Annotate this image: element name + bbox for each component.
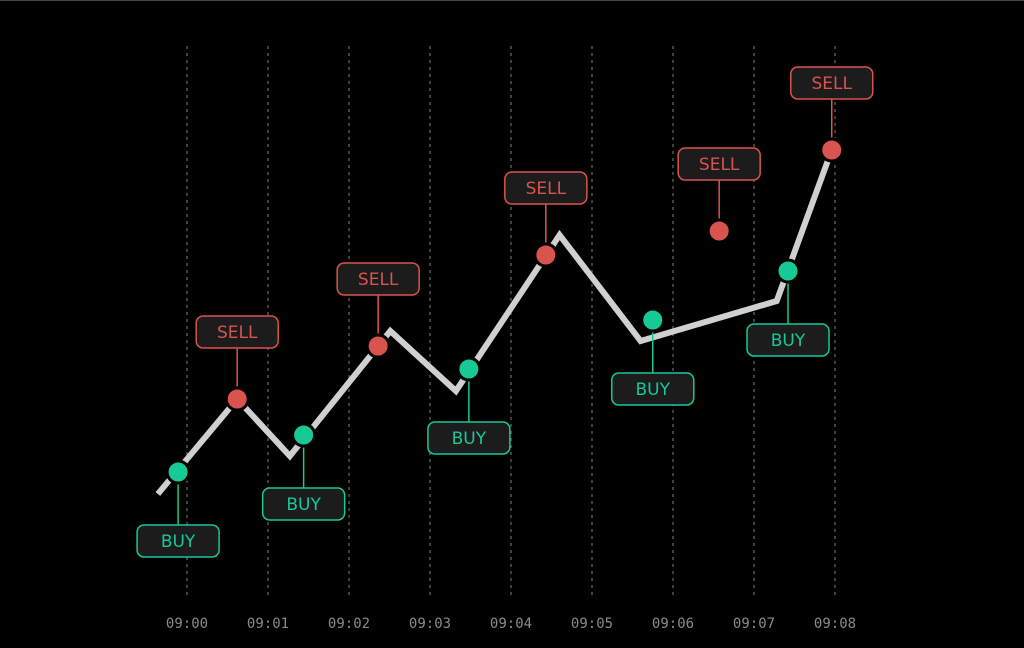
signal-label-box xyxy=(746,323,830,357)
sell-signal: SELL xyxy=(336,262,420,359)
sell-marker xyxy=(365,333,391,359)
sell-signal: SELL xyxy=(677,147,761,244)
sell-marker xyxy=(224,386,250,412)
sell-signal: SELL xyxy=(790,66,874,163)
sell-marker xyxy=(533,242,559,268)
signal-markers: BUY SELL BUY SELL BUY SELL BUY SELL BUY SELL xyxy=(136,66,874,558)
sell-marker xyxy=(819,137,845,163)
signal-label-box xyxy=(790,66,874,100)
x-tick-label: 09:04 xyxy=(490,616,532,632)
buy-signal: BUY xyxy=(427,356,511,455)
signal-label-box xyxy=(136,524,220,558)
signal-label: SELL xyxy=(526,179,567,199)
buy-marker xyxy=(165,459,191,485)
buy-marker xyxy=(456,356,482,382)
signal-label: SELL xyxy=(217,323,258,343)
signal-label-box xyxy=(677,147,761,181)
signal-label: SELL xyxy=(699,155,740,175)
signal-label: BUY xyxy=(771,331,806,351)
sell-marker xyxy=(706,218,732,244)
x-tick-label: 09:01 xyxy=(247,616,289,632)
x-tick-label: 09:00 xyxy=(166,616,208,632)
signal-label: BUY xyxy=(452,429,487,449)
sell-signal: SELL xyxy=(504,171,588,268)
signal-label-box xyxy=(261,487,346,521)
signal-label: SELL xyxy=(358,270,399,290)
signal-label-box xyxy=(427,421,511,455)
signal-label: BUY xyxy=(161,532,196,552)
signal-label: BUY xyxy=(286,495,321,515)
buy-marker xyxy=(640,307,666,333)
x-tick-label: 09:03 xyxy=(409,616,451,632)
buy-signal: BUY xyxy=(746,258,830,357)
signal-label-box xyxy=(611,372,695,406)
x-tick-label: 09:05 xyxy=(571,616,613,632)
signal-label-box xyxy=(336,262,420,296)
sell-signal: SELL xyxy=(195,315,279,412)
x-tick-label: 09:06 xyxy=(652,616,694,632)
signal-label: SELL xyxy=(812,74,853,94)
buy-marker xyxy=(291,422,317,448)
buy-signal: BUY xyxy=(136,459,220,558)
x-axis-ticks: 09:00 09:01 09:02 09:03 09:04 09:05 09:06 09:07… xyxy=(166,616,856,632)
price-line xyxy=(155,159,831,496)
buy-signal: BUY xyxy=(611,307,695,406)
buy-signal: BUY xyxy=(261,422,346,521)
signal-label-box xyxy=(195,315,279,349)
x-tick-label: 09:02 xyxy=(328,616,370,632)
price-series xyxy=(155,159,831,496)
signal-label: BUY xyxy=(636,380,671,400)
x-tick-label: 09:07 xyxy=(733,616,775,632)
x-tick-label: 09:08 xyxy=(814,616,856,632)
signal-label-box xyxy=(504,171,588,205)
buy-marker xyxy=(775,258,801,284)
